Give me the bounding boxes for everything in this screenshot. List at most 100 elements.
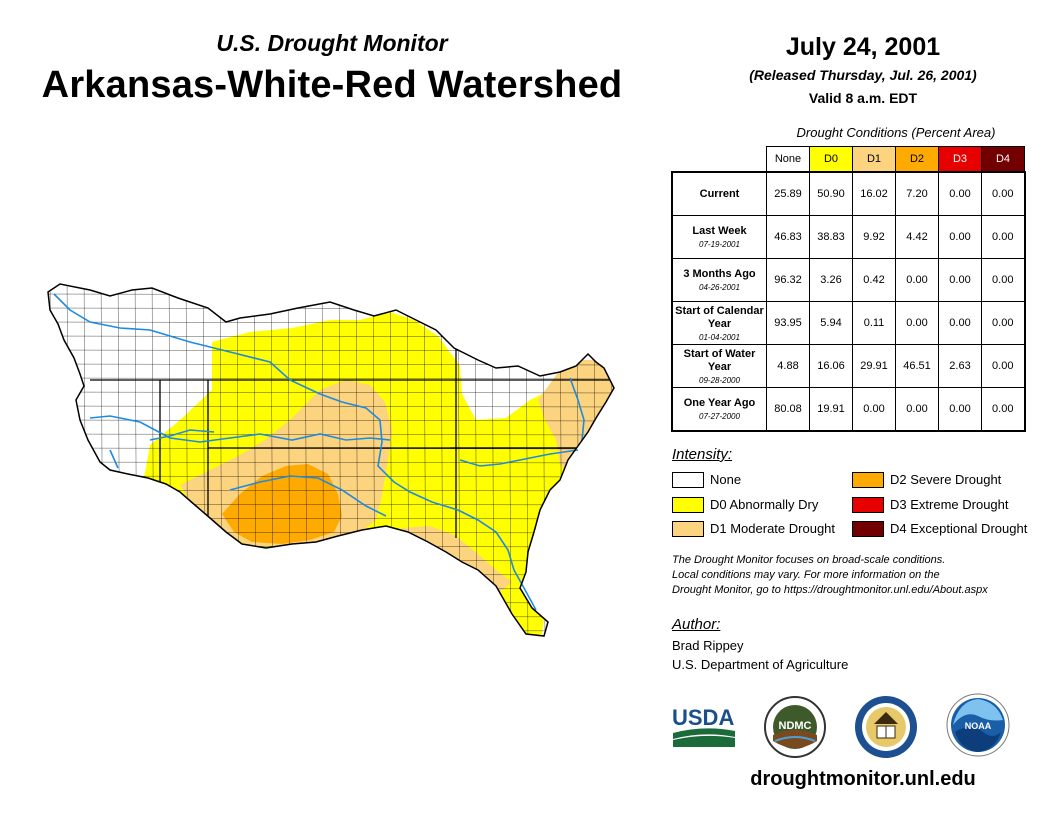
legend-title: Intensity:: [672, 446, 733, 463]
table-cell: 96.32: [766, 258, 810, 302]
table-cell: 0.00: [981, 171, 1026, 216]
row-label-date: 04-26-2001: [699, 283, 740, 292]
table-cell: 80.08: [766, 387, 810, 432]
table-cell: 2.63: [938, 344, 982, 388]
svg-text:NOAA: NOAA: [965, 721, 992, 731]
table-cell: 29.91: [852, 344, 896, 388]
row-label-text: One Year Ago: [683, 397, 756, 409]
website-url[interactable]: droughtmonitor.unl.edu: [750, 768, 976, 790]
legend-label: D1 Moderate Drought: [710, 521, 836, 536]
table-cell: 0.00: [852, 387, 896, 432]
row-label: Start of Water Year 09-28-2000: [671, 344, 767, 388]
table-cell: 3.26: [809, 258, 853, 302]
table-corner: [672, 147, 767, 173]
table-row: Current 25.89 50.90 16.02 7.20 0.00 0.00: [671, 171, 1026, 216]
column-header: None: [766, 146, 810, 173]
watershed-outline: [47, 283, 615, 637]
table-cell: 0.42: [852, 258, 896, 302]
table-cell: 4.42: [895, 215, 939, 259]
table-cell: 9.92: [852, 215, 896, 259]
table-cell: 19.91: [809, 387, 853, 432]
watershed-map: [47, 283, 615, 637]
table-cell: 0.00: [895, 258, 939, 302]
row-label-date: 01-04-2001: [699, 332, 740, 342]
rivers: [53, 293, 585, 611]
row-label-text: Last Week: [692, 225, 747, 237]
conditions-table-title: Drought Conditions (Percent Area): [796, 125, 996, 140]
row-label: 3 Months Ago 04-26-2001: [671, 258, 767, 302]
table-cell: 93.95: [766, 301, 810, 345]
column-header: D2: [895, 146, 939, 173]
table-cell: 0.00: [981, 301, 1026, 345]
note-line-1: The Drought Monitor focuses on broad-sca…: [672, 554, 946, 566]
row-label-text: Start of Calendar Year: [675, 304, 764, 330]
table-cell: 16.02: [852, 171, 896, 216]
column-header: D0: [809, 146, 853, 173]
row-label-text: Current: [699, 187, 740, 200]
legend-label: None: [710, 472, 742, 487]
row-label-text: 3 Months Ago: [683, 268, 756, 280]
table-cell: 50.90: [809, 171, 853, 216]
table-cell: 16.06: [809, 344, 853, 388]
legend-swatch: [672, 521, 704, 537]
table-cell: 46.51: [895, 344, 939, 388]
conditions-table: None D0 D1 D2 D3 D4 Current 25.89 50.90 16.02 7.20…: [671, 146, 1026, 432]
disclaimer-note: The Drought Monitor focuses on broad-sca…: [672, 553, 1044, 598]
note-line-2: Local conditions may vary. For more info…: [672, 569, 940, 581]
table-cell: 0.00: [938, 215, 982, 259]
row-label-date: 09-28-2000: [699, 375, 740, 385]
valid-time: Valid 8 a.m. EDT: [808, 90, 918, 106]
column-header: D1: [852, 146, 896, 173]
table-cell: 0.11: [852, 301, 896, 345]
area-d1-east: [538, 360, 614, 475]
table-cell: 7.20: [895, 171, 939, 216]
table-cell: 0.00: [938, 258, 982, 302]
table-cell: 0.00: [895, 387, 939, 432]
note-line-3: Drought Monitor, go to https://droughtmo…: [672, 584, 988, 596]
row-label-date: 07-19-2001: [699, 240, 740, 249]
svg-text:NDMC: NDMC: [779, 720, 812, 732]
author-label: Author:: [672, 616, 721, 633]
map-subtitle: U.S. Drought Monitor: [216, 30, 448, 56]
column-header: D3: [938, 146, 982, 173]
table-cell: 46.83: [766, 215, 810, 259]
table-row: Start of Calendar Year 01-04-2001 93.95 5.9…: [671, 301, 1026, 345]
legend-label: D4 Exceptional Drought: [890, 521, 1028, 536]
legend-swatch: [672, 497, 704, 513]
map-date: July 24, 2001: [785, 33, 941, 61]
table-cell: 38.83: [809, 215, 853, 259]
legend-label: D0 Abnormally Dry: [710, 497, 819, 512]
author-organization: U.S. Department of Agriculture: [672, 657, 849, 672]
row-label: Last Week 07-19-2001: [671, 215, 767, 259]
area-d2: [222, 464, 342, 544]
table-cell: 0.00: [938, 301, 982, 345]
legend-swatch: [852, 472, 884, 488]
table-row: Start of Water Year 09-28-2000 4.88 16.06 29…: [671, 344, 1026, 388]
row-label: One Year Ago 07-27-2000: [671, 387, 767, 432]
svg-text:USDA: USDA: [672, 705, 734, 730]
table-row: Last Week 07-19-2001 46.83 38.83 9.92 4.42 0.0…: [671, 215, 1026, 259]
table-row: One Year Ago 07-27-2000 80.08 19.91 0.00 0.00…: [671, 387, 1026, 432]
release-date: (Released Thursday, Jul. 26, 2001): [749, 67, 977, 83]
column-header: D4: [981, 146, 1025, 173]
author-name: Brad Rippey: [672, 638, 744, 653]
table-cell: 0.00: [938, 387, 982, 432]
legend-label: D3 Extreme Drought: [890, 497, 1009, 512]
row-label-text: Start of Water Year: [683, 347, 756, 373]
map-title: Arkansas-White-Red Watershed: [41, 64, 623, 106]
table-row: 3 Months Ago 04-26-2001 96.32 3.26 0.42 0.00 0…: [671, 258, 1026, 302]
table-cell: 25.89: [766, 171, 810, 216]
legend-label: D2 Severe Drought: [890, 472, 1002, 487]
table-cell: 5.94: [809, 301, 853, 345]
legend-swatch: [852, 521, 884, 537]
noaa-logo: NOAA: [946, 693, 1010, 757]
table-cell: 4.88: [766, 344, 810, 388]
row-label-date: 07-27-2000: [699, 412, 740, 421]
ndmc-logo: NDMC: [764, 696, 826, 758]
table-cell: 0.00: [938, 171, 982, 216]
legend-swatch: [672, 472, 704, 488]
legend-swatch: [852, 497, 884, 513]
row-label: Start of Calendar Year 01-04-2001: [671, 301, 767, 345]
usda-logo: USDA: [672, 705, 735, 747]
table-cell: 0.00: [981, 215, 1026, 259]
